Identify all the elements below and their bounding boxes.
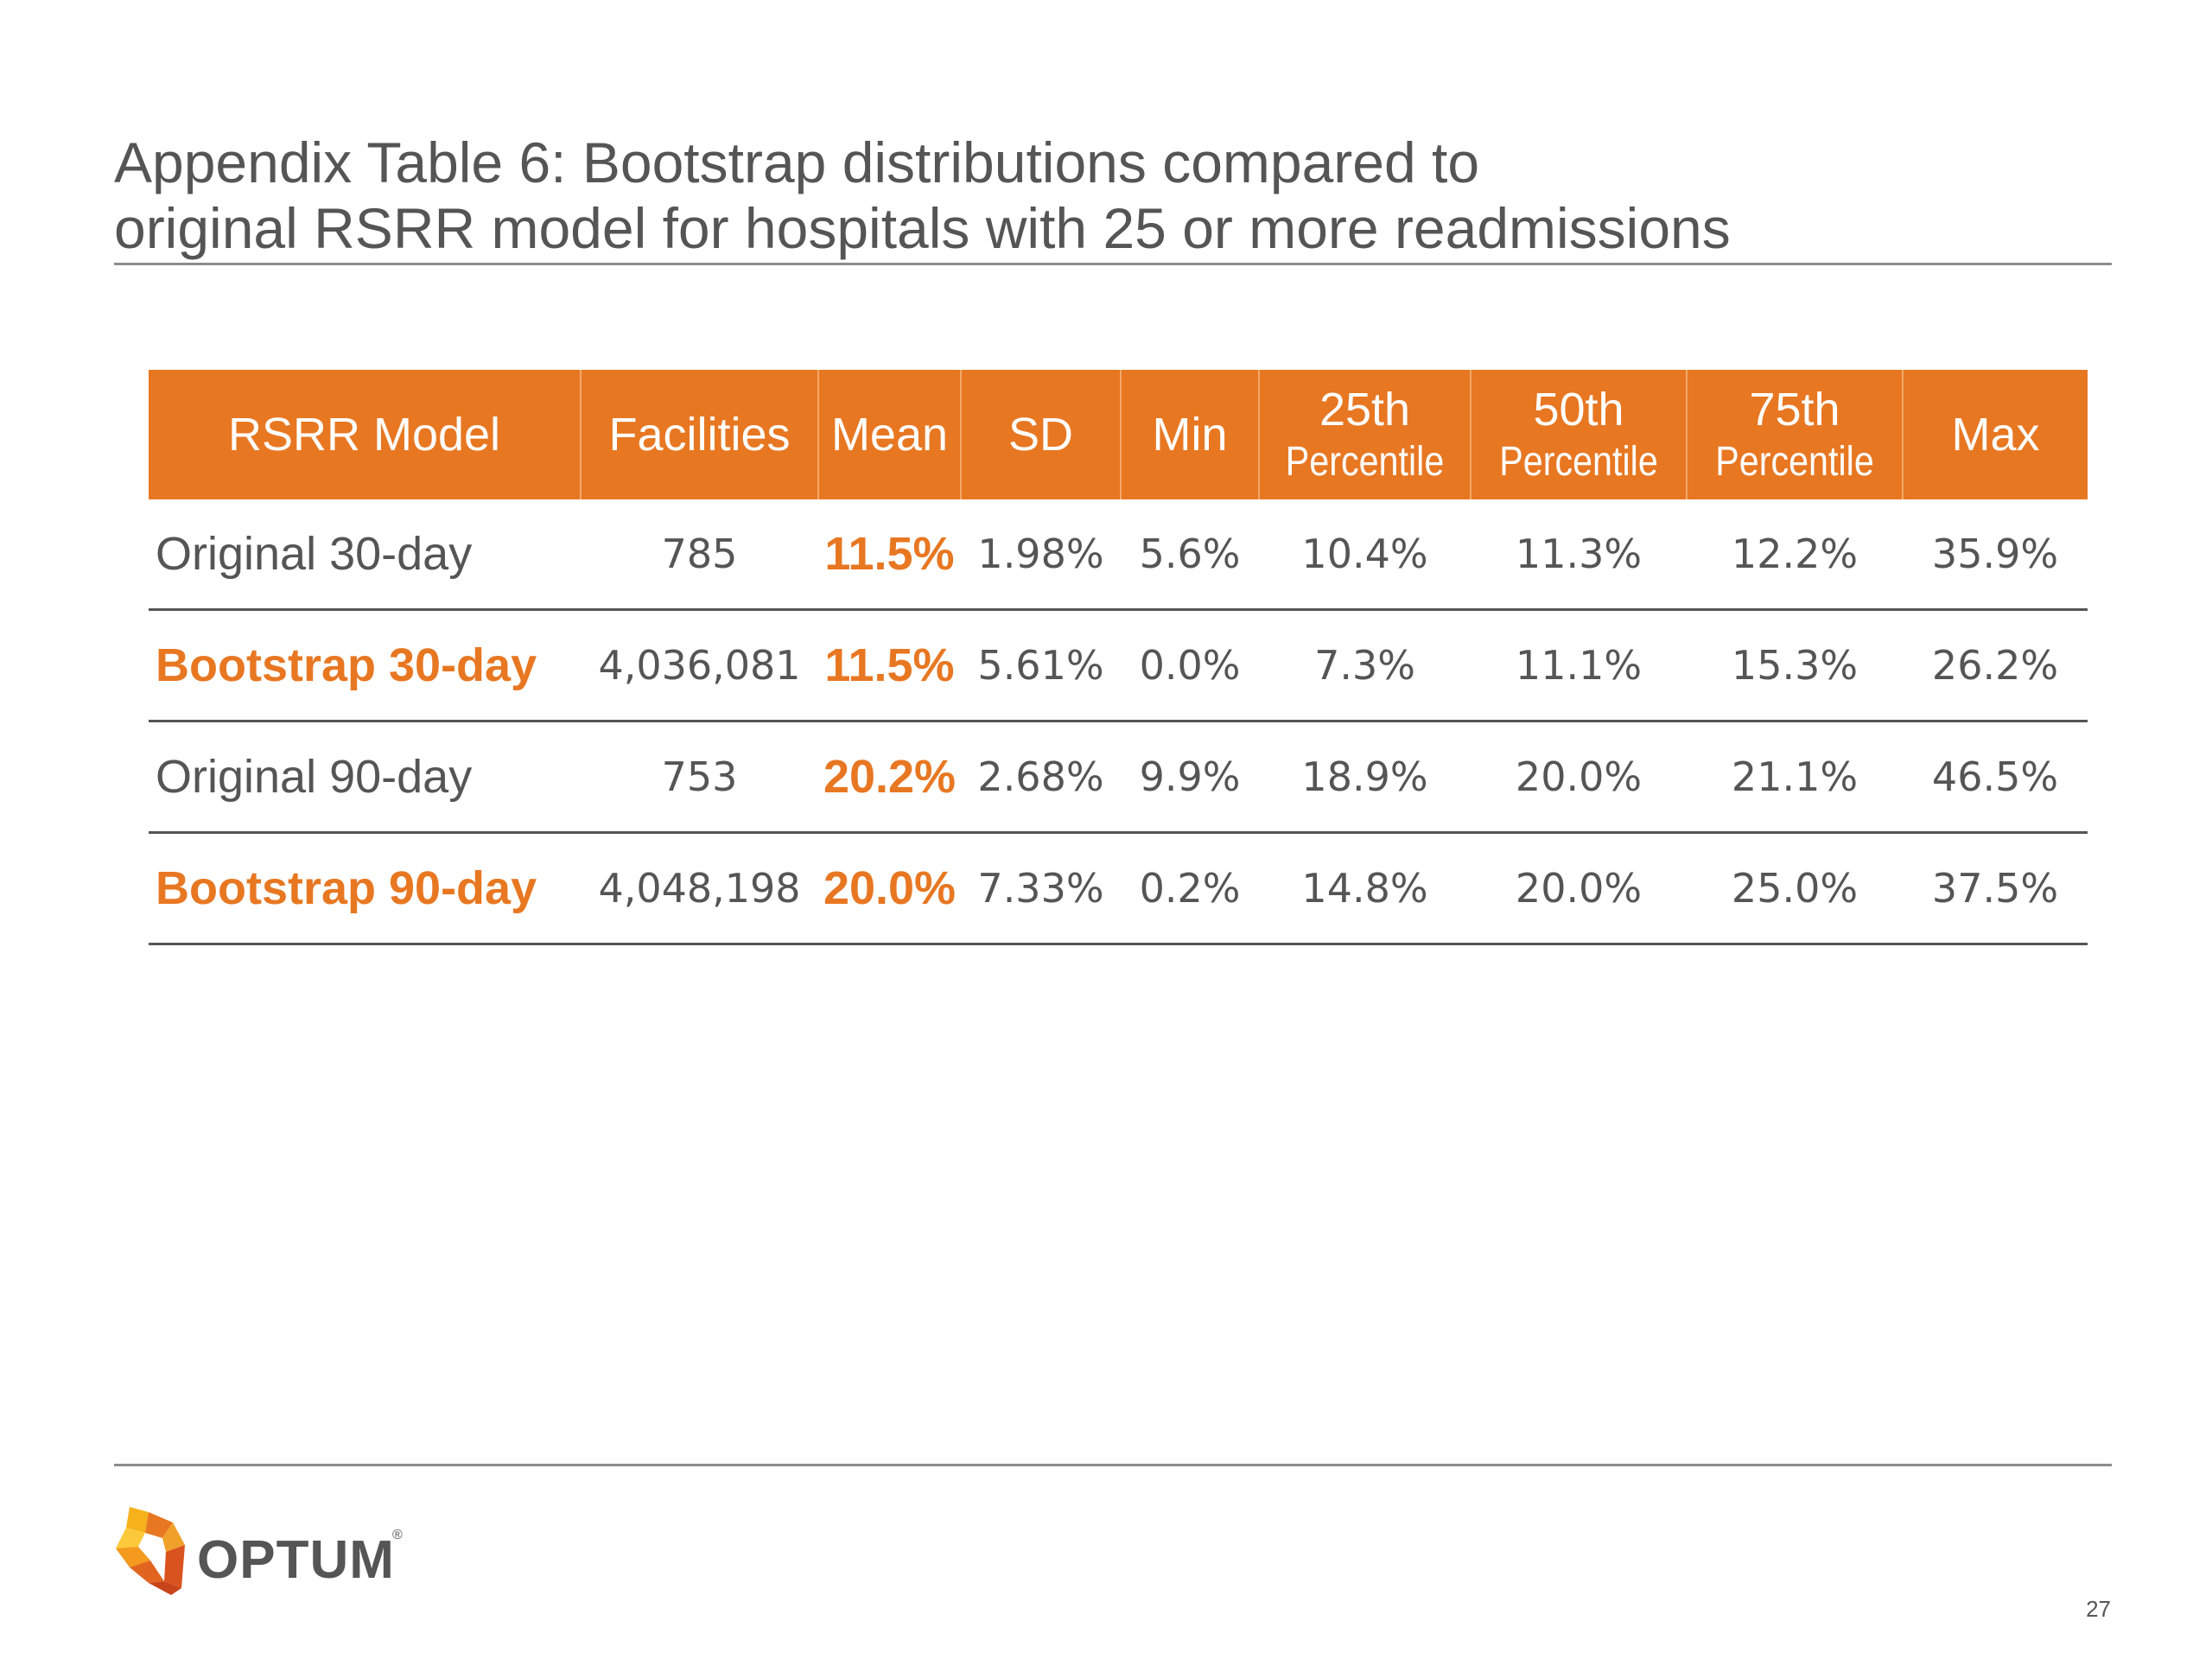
row-model: Original 90-day	[149, 721, 581, 834]
row-p75: 12.2%	[1687, 499, 1903, 611]
header-facilities: Facilities	[580, 370, 818, 499]
row-facilities: 753	[581, 721, 818, 834]
row-p75: 15.3%	[1687, 609, 1903, 722]
row-sd: 5.61%	[961, 609, 1121, 722]
row-mean: 11.5%	[818, 609, 961, 722]
table-row: Original 90-day 753 20.2% 2.68% 9.9% 18.…	[149, 721, 2088, 834]
row-max: 26.2%	[1903, 609, 2088, 722]
registered-mark: ®	[392, 1528, 403, 1542]
row-sd: 2.68%	[961, 721, 1121, 834]
row-p50: 11.1%	[1471, 609, 1687, 722]
row-sd: 7.33%	[961, 832, 1121, 945]
table-row: Bootstrap 90-day 4,048,198 20.0% 7.33% 0…	[149, 832, 2088, 945]
row-min: 9.9%	[1121, 721, 1259, 834]
bootstrap-comparison-table: RSRR Model Facilities Mean SD Min 25th P…	[149, 370, 2088, 945]
footer-divider	[114, 1464, 2112, 1466]
row-min: 5.6%	[1121, 499, 1259, 611]
page-number: 27	[2086, 1596, 2111, 1622]
row-model: Bootstrap 30-day	[149, 609, 581, 722]
row-min: 0.2%	[1121, 832, 1259, 945]
optum-logo: OPTUM ®	[111, 1495, 456, 1607]
row-max: 37.5%	[1903, 832, 2088, 945]
row-p50: 20.0%	[1471, 832, 1687, 945]
row-mean: 20.2%	[818, 721, 961, 834]
title-divider	[114, 263, 2112, 265]
table-row: Bootstrap 30-day 4,036,081 11.5% 5.61% 0…	[149, 609, 2088, 722]
header-rsrr-model: RSRR Model	[149, 370, 581, 499]
row-p75: 25.0%	[1687, 832, 1903, 945]
row-max: 46.5%	[1903, 721, 2088, 834]
header-25th-label: 25th	[1319, 384, 1411, 435]
row-p50: 20.0%	[1471, 721, 1687, 834]
header-75th-percentile: 75th Percentile	[1686, 370, 1903, 499]
row-p25: 14.8%	[1259, 832, 1471, 945]
row-mean: 11.5%	[818, 499, 961, 611]
row-model: Bootstrap 90-day	[149, 832, 581, 945]
slide-title-line-1: Appendix Table 6: Bootstrap distribution…	[114, 130, 1480, 194]
optum-wordmark: OPTUM	[197, 1530, 395, 1590]
row-model: Original 30-day	[149, 499, 581, 611]
slide-title-line-2: original RSRR model for hospitals with 2…	[114, 196, 1731, 260]
row-p75: 21.1%	[1687, 721, 1903, 834]
header-mean: Mean	[817, 370, 961, 499]
row-p50: 11.3%	[1471, 499, 1687, 611]
row-p25: 7.3%	[1259, 609, 1471, 722]
row-p25: 10.4%	[1259, 499, 1471, 611]
slide-title: Appendix Table 6: Bootstrap distribution…	[114, 130, 2101, 261]
row-facilities: 785	[581, 499, 818, 611]
header-50th-percentile-label: Percentile	[1499, 439, 1658, 485]
row-facilities: 4,036,081	[581, 609, 818, 722]
row-facilities: 4,048,198	[581, 832, 818, 945]
table-row: Original 30-day 785 11.5% 1.98% 5.6% 10.…	[149, 499, 2088, 611]
header-75th-percentile-label: Percentile	[1715, 439, 1874, 485]
row-max: 35.9%	[1903, 499, 2088, 611]
row-mean: 20.0%	[818, 832, 961, 945]
header-max: Max	[1902, 370, 2088, 499]
header-50th-percentile: 50th Percentile	[1470, 370, 1687, 499]
row-sd: 1.98%	[961, 499, 1121, 611]
header-25th-percentile: 25th Percentile	[1258, 370, 1471, 499]
table-header-row: RSRR Model Facilities Mean SD Min 25th P…	[149, 370, 2088, 499]
row-min: 0.0%	[1121, 609, 1259, 722]
header-50th-label: 50th	[1533, 384, 1624, 435]
header-sd: SD	[960, 370, 1121, 499]
optum-mark-icon	[116, 1507, 185, 1595]
row-p25: 18.9%	[1259, 721, 1471, 834]
header-25th-percentile-label: Percentile	[1285, 439, 1445, 485]
header-min: Min	[1120, 370, 1259, 499]
header-75th-label: 75th	[1749, 384, 1840, 435]
